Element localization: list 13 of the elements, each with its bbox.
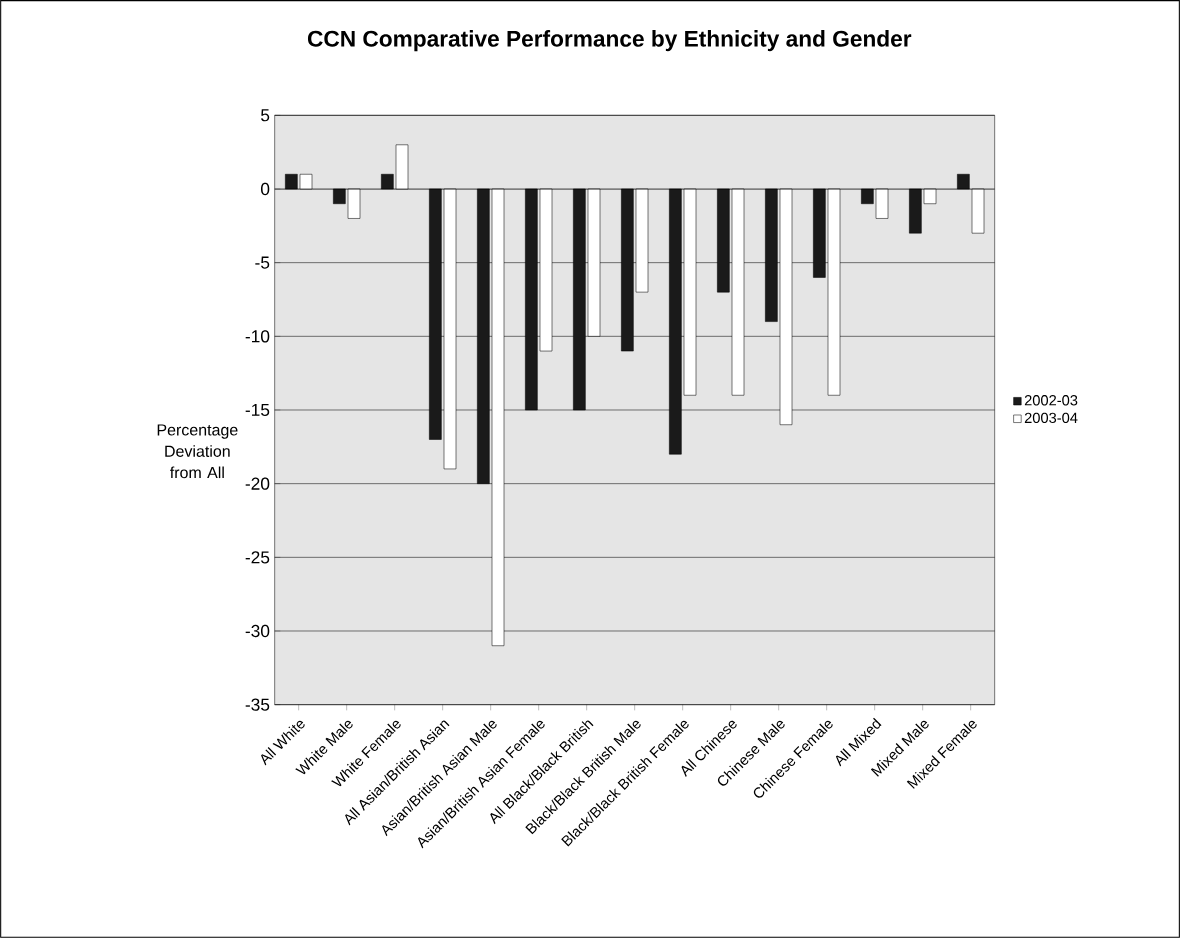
- y-tick-label: -10: [245, 330, 270, 343]
- legend-label: 2003-04: [1024, 412, 1078, 424]
- y-tick-label: -25: [245, 551, 270, 564]
- y-tick-label: -20: [245, 477, 270, 490]
- y-tick-label: -30: [245, 624, 270, 638]
- y-tick-label: 5: [261, 109, 270, 122]
- chart-title: CCN Comparative Performance by Ethnicity and Gender: [307, 30, 912, 52]
- y-tick-label: 0: [260, 182, 270, 196]
- y-tick-label: -5: [255, 256, 270, 269]
- y-tick-label: -35: [245, 698, 270, 711]
- y-tick-label: -15: [245, 403, 270, 417]
- legend-label: 2002-03: [1024, 395, 1078, 406]
- y-axis-title: Percentage Deviation from All: [157, 424, 238, 479]
